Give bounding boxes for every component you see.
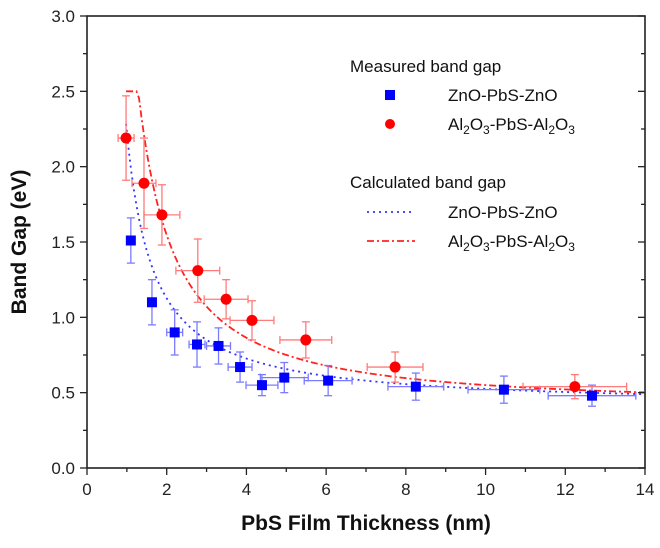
- legend-label-part: -PbS-Al: [490, 115, 549, 134]
- data-point-al2o3: [156, 209, 168, 221]
- data-point-al2o3: [389, 361, 401, 373]
- data-point-zno: [235, 362, 246, 373]
- data-point-al2o3: [120, 132, 132, 144]
- calc-curve-al2o3: [126, 90, 646, 394]
- y-axis-title: Band Gap (eV): [8, 170, 31, 315]
- data-point-al2o3: [569, 381, 581, 393]
- legend-label-part: 3: [483, 240, 490, 254]
- legend-label-part: O: [470, 115, 483, 134]
- legend-label: ZnO-PbS-ZnO: [448, 203, 558, 222]
- data-point-zno: [256, 380, 267, 391]
- legend-label: Al2O3-PbS-Al2O3: [448, 115, 575, 137]
- x-tick-label: 10: [476, 480, 495, 499]
- y-tick-label: 2.0: [51, 158, 75, 177]
- x-axis-title: PbS Film Thickness (nm): [241, 512, 491, 535]
- legend-label-part: 3: [568, 123, 575, 137]
- calc-curve-zno: [125, 123, 646, 396]
- legend-symbol-circle: [385, 119, 395, 129]
- legend-calculated-heading: Calculated band gap: [350, 173, 506, 192]
- legend-label-part: -PbS-Al: [490, 232, 549, 251]
- data-point-al2o3: [138, 177, 150, 189]
- x-tick-label: 12: [556, 480, 575, 499]
- legend-label-part: 2: [463, 123, 470, 137]
- legend-measured-heading: Measured band gap: [350, 57, 501, 76]
- legend-label-part: 3: [483, 123, 490, 137]
- legend-label: Al2O3-PbS-Al2O3: [448, 232, 575, 254]
- data-point-al2o3: [246, 314, 258, 326]
- y-tick-label: 3.0: [51, 7, 75, 26]
- data-point-al2o3: [300, 334, 312, 346]
- data-point-zno: [125, 235, 136, 246]
- curves: [125, 90, 646, 396]
- legend-label-part: 2: [548, 240, 555, 254]
- data-point-zno: [146, 297, 157, 308]
- legend: Measured band gap Calculated band gap Zn…: [350, 57, 575, 254]
- error-bars: [117, 95, 637, 407]
- legend-label-part: ZnO-PbS-ZnO: [448, 203, 558, 222]
- x-tick-label: 6: [321, 480, 330, 499]
- data-point-zno: [213, 340, 224, 351]
- y-tick-label: 0.0: [51, 459, 75, 478]
- legend-label-part: ZnO-PbS-ZnO: [448, 86, 558, 105]
- markers: [120, 132, 597, 401]
- legend-label-part: 2: [463, 240, 470, 254]
- x-tick-label: 0: [82, 480, 91, 499]
- data-point-al2o3: [192, 265, 204, 277]
- legend-label-part: O: [555, 115, 568, 134]
- legend-label-part: O: [470, 232, 483, 251]
- data-point-zno: [323, 375, 334, 386]
- legend-label-part: Al: [448, 115, 463, 134]
- x-tick-label: 14: [636, 480, 655, 499]
- y-tick-label: 1.0: [51, 308, 75, 327]
- legend-symbol-square: [385, 90, 395, 100]
- data-point-zno: [498, 384, 509, 395]
- data-point-zno: [586, 390, 597, 401]
- legend-label: ZnO-PbS-ZnO: [448, 86, 558, 105]
- legend-label-part: Al: [448, 232, 463, 251]
- x-tick-label: 2: [162, 480, 171, 499]
- data-point-zno: [410, 381, 421, 392]
- data-point-zno: [192, 339, 203, 350]
- y-tick-label: 2.5: [51, 82, 75, 101]
- data-point-zno: [279, 372, 290, 383]
- data-point-zno: [169, 327, 180, 338]
- legend-label-part: 3: [568, 240, 575, 254]
- y-tick-label: 0.5: [51, 384, 75, 403]
- data-point-al2o3: [220, 293, 232, 305]
- x-tick-label: 4: [242, 480, 251, 499]
- ticks: 0 2 4 6 8 10 12 14 0.0 0.5 1.0 1.5 2.0 2.5 3.0: [51, 7, 654, 499]
- y-tick-label: 1.5: [51, 233, 75, 252]
- legend-label-part: O: [555, 232, 568, 251]
- x-tick-label: 8: [401, 480, 410, 499]
- legend-label-part: 2: [548, 123, 555, 137]
